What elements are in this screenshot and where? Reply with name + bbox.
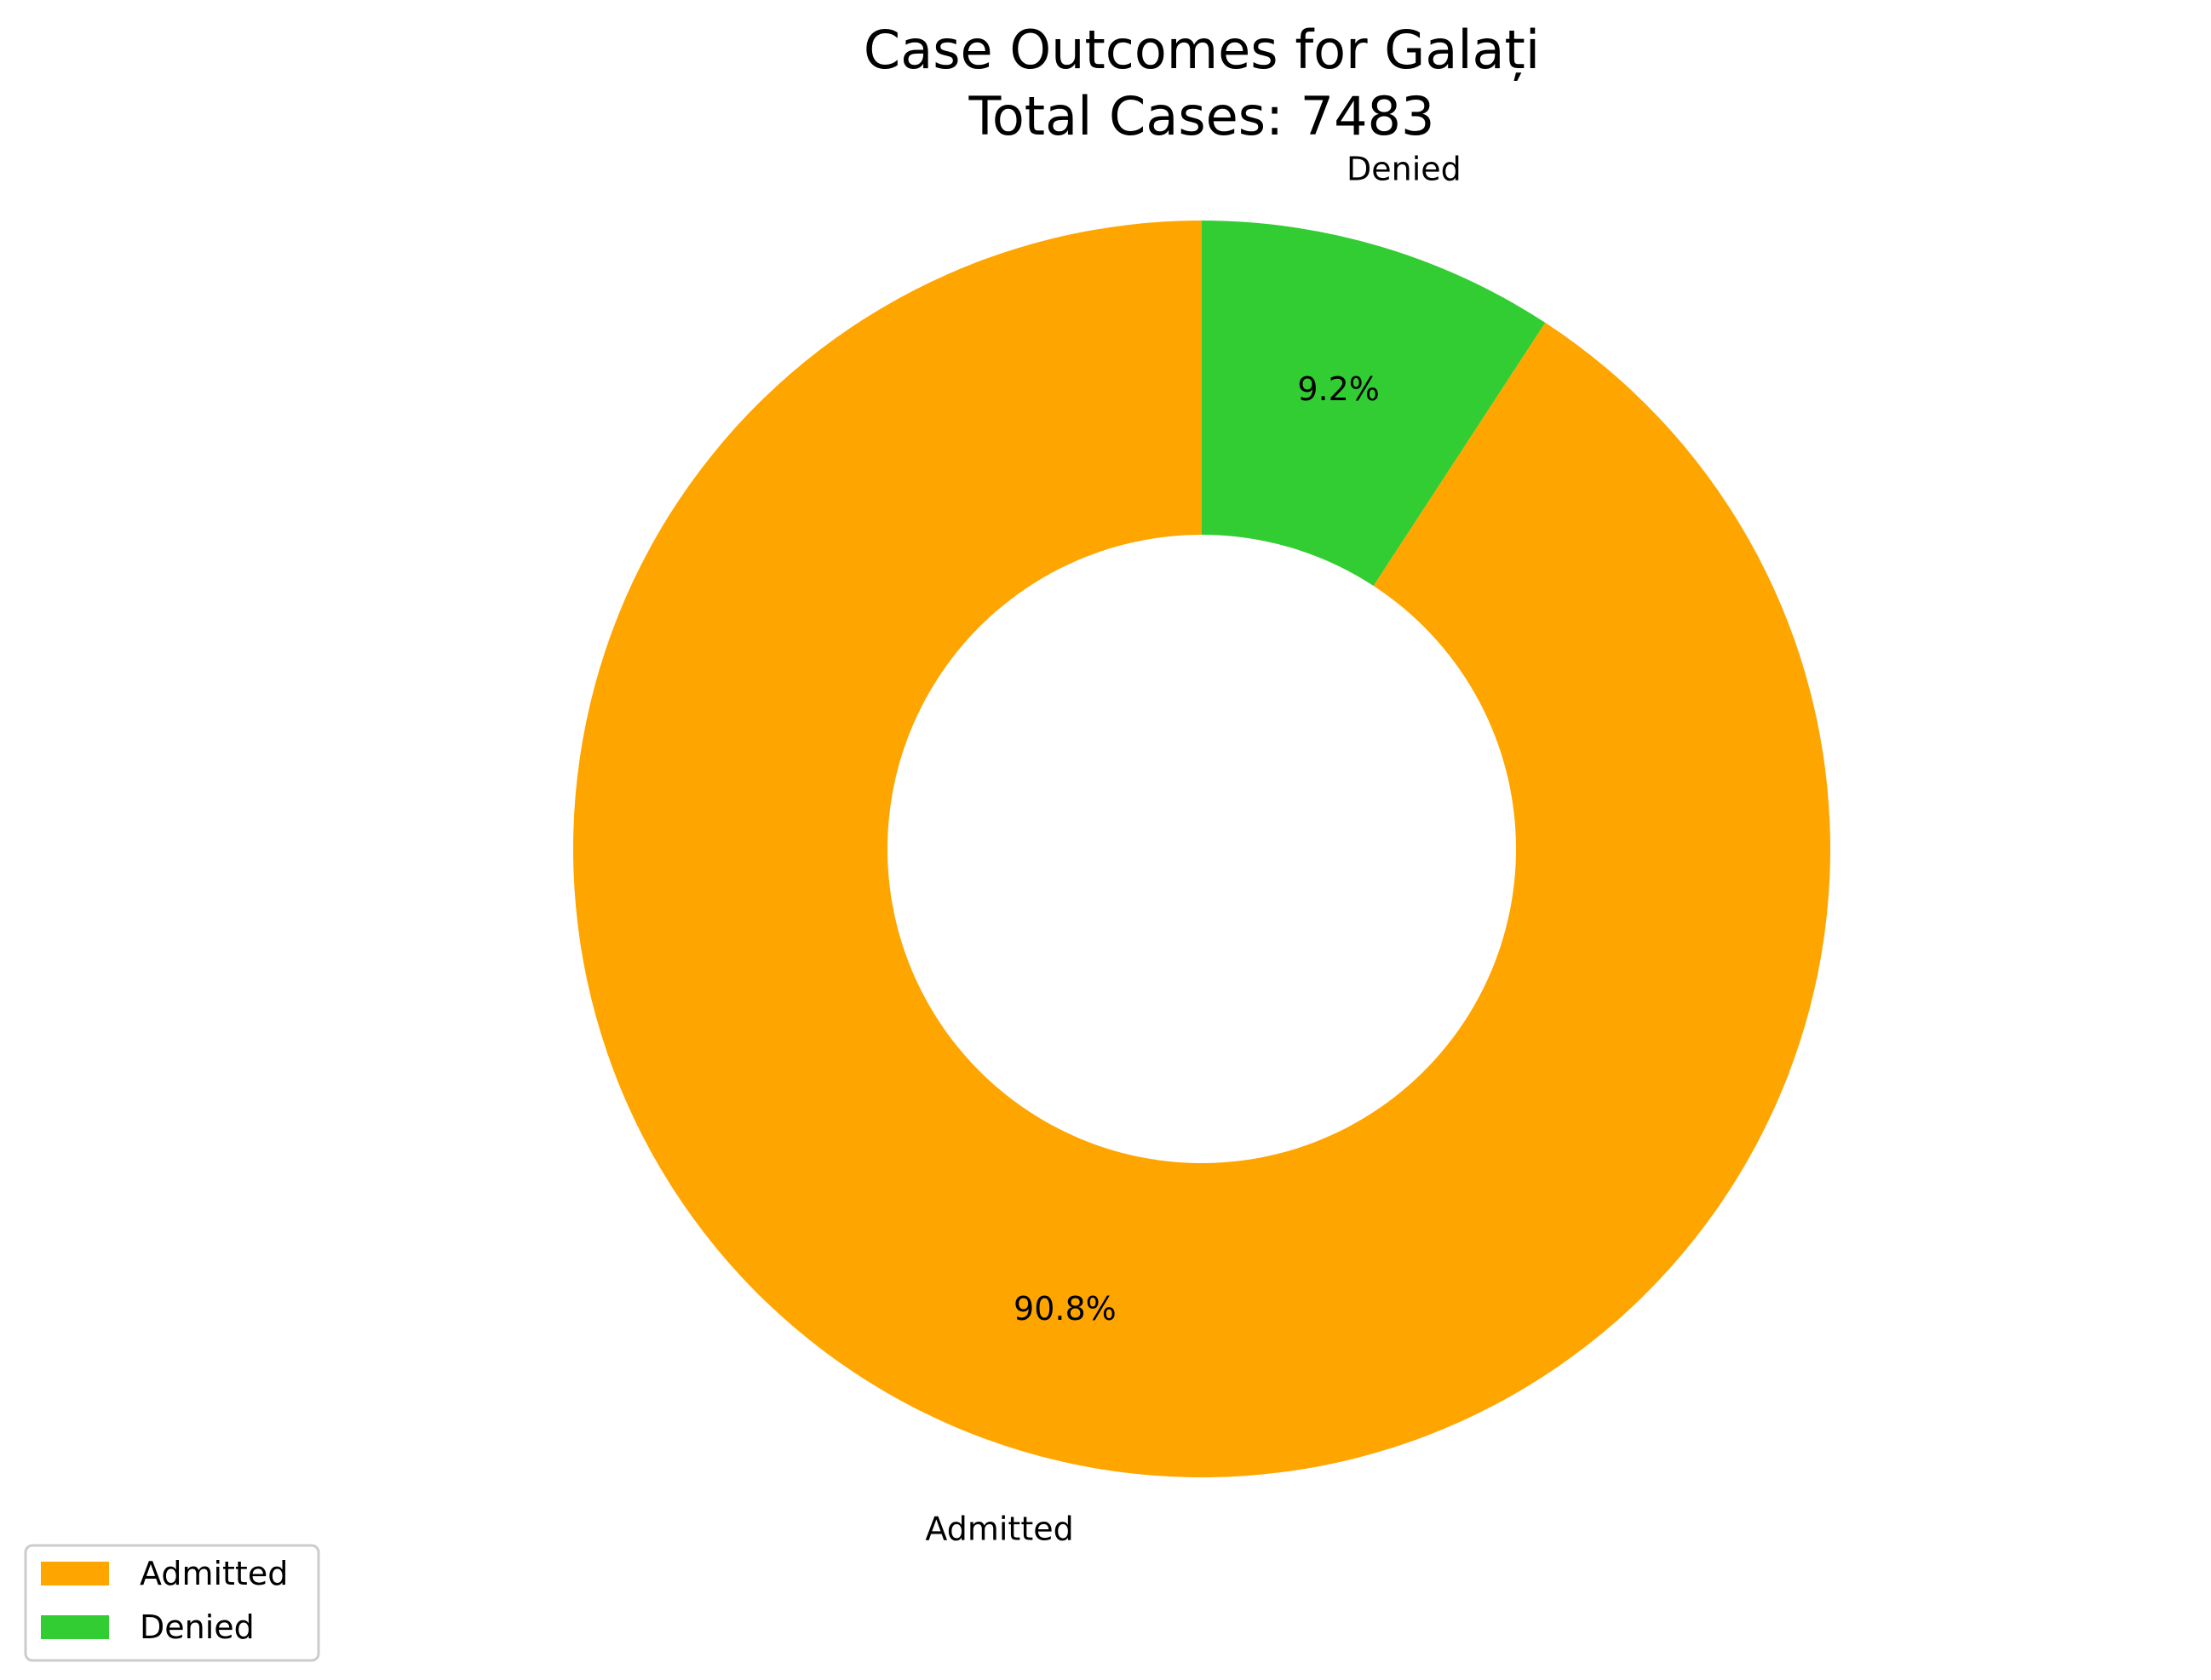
chart-title: Case Outcomes for Galați xyxy=(864,19,1540,81)
legend-label-admitted: Admitted xyxy=(140,1555,288,1592)
donut-slices xyxy=(573,221,1831,1478)
slice-label-denied: Denied xyxy=(1347,151,1462,188)
slice-denied xyxy=(1202,221,1546,586)
chart-subtitle: Total Cases: 7483 xyxy=(968,85,1435,147)
legend-swatch-denied xyxy=(41,1615,109,1639)
percent-label-admitted: 90.8% xyxy=(1014,1290,1117,1327)
slice-labels: 90.8% Admitted 9.2% Denied xyxy=(925,151,1461,1548)
percent-label-denied: 9.2% xyxy=(1297,370,1380,408)
legend-label-denied: Denied xyxy=(140,1608,255,1646)
legend: Admitted Denied xyxy=(24,1544,320,1662)
slice-admitted xyxy=(573,221,1831,1478)
legend-swatch-admitted xyxy=(41,1562,109,1585)
slice-label-admitted: Admitted xyxy=(925,1510,1073,1547)
